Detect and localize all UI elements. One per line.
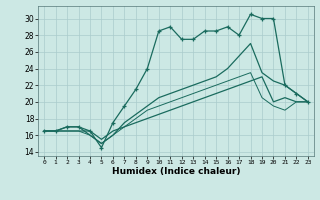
X-axis label: Humidex (Indice chaleur): Humidex (Indice chaleur) xyxy=(112,167,240,176)
